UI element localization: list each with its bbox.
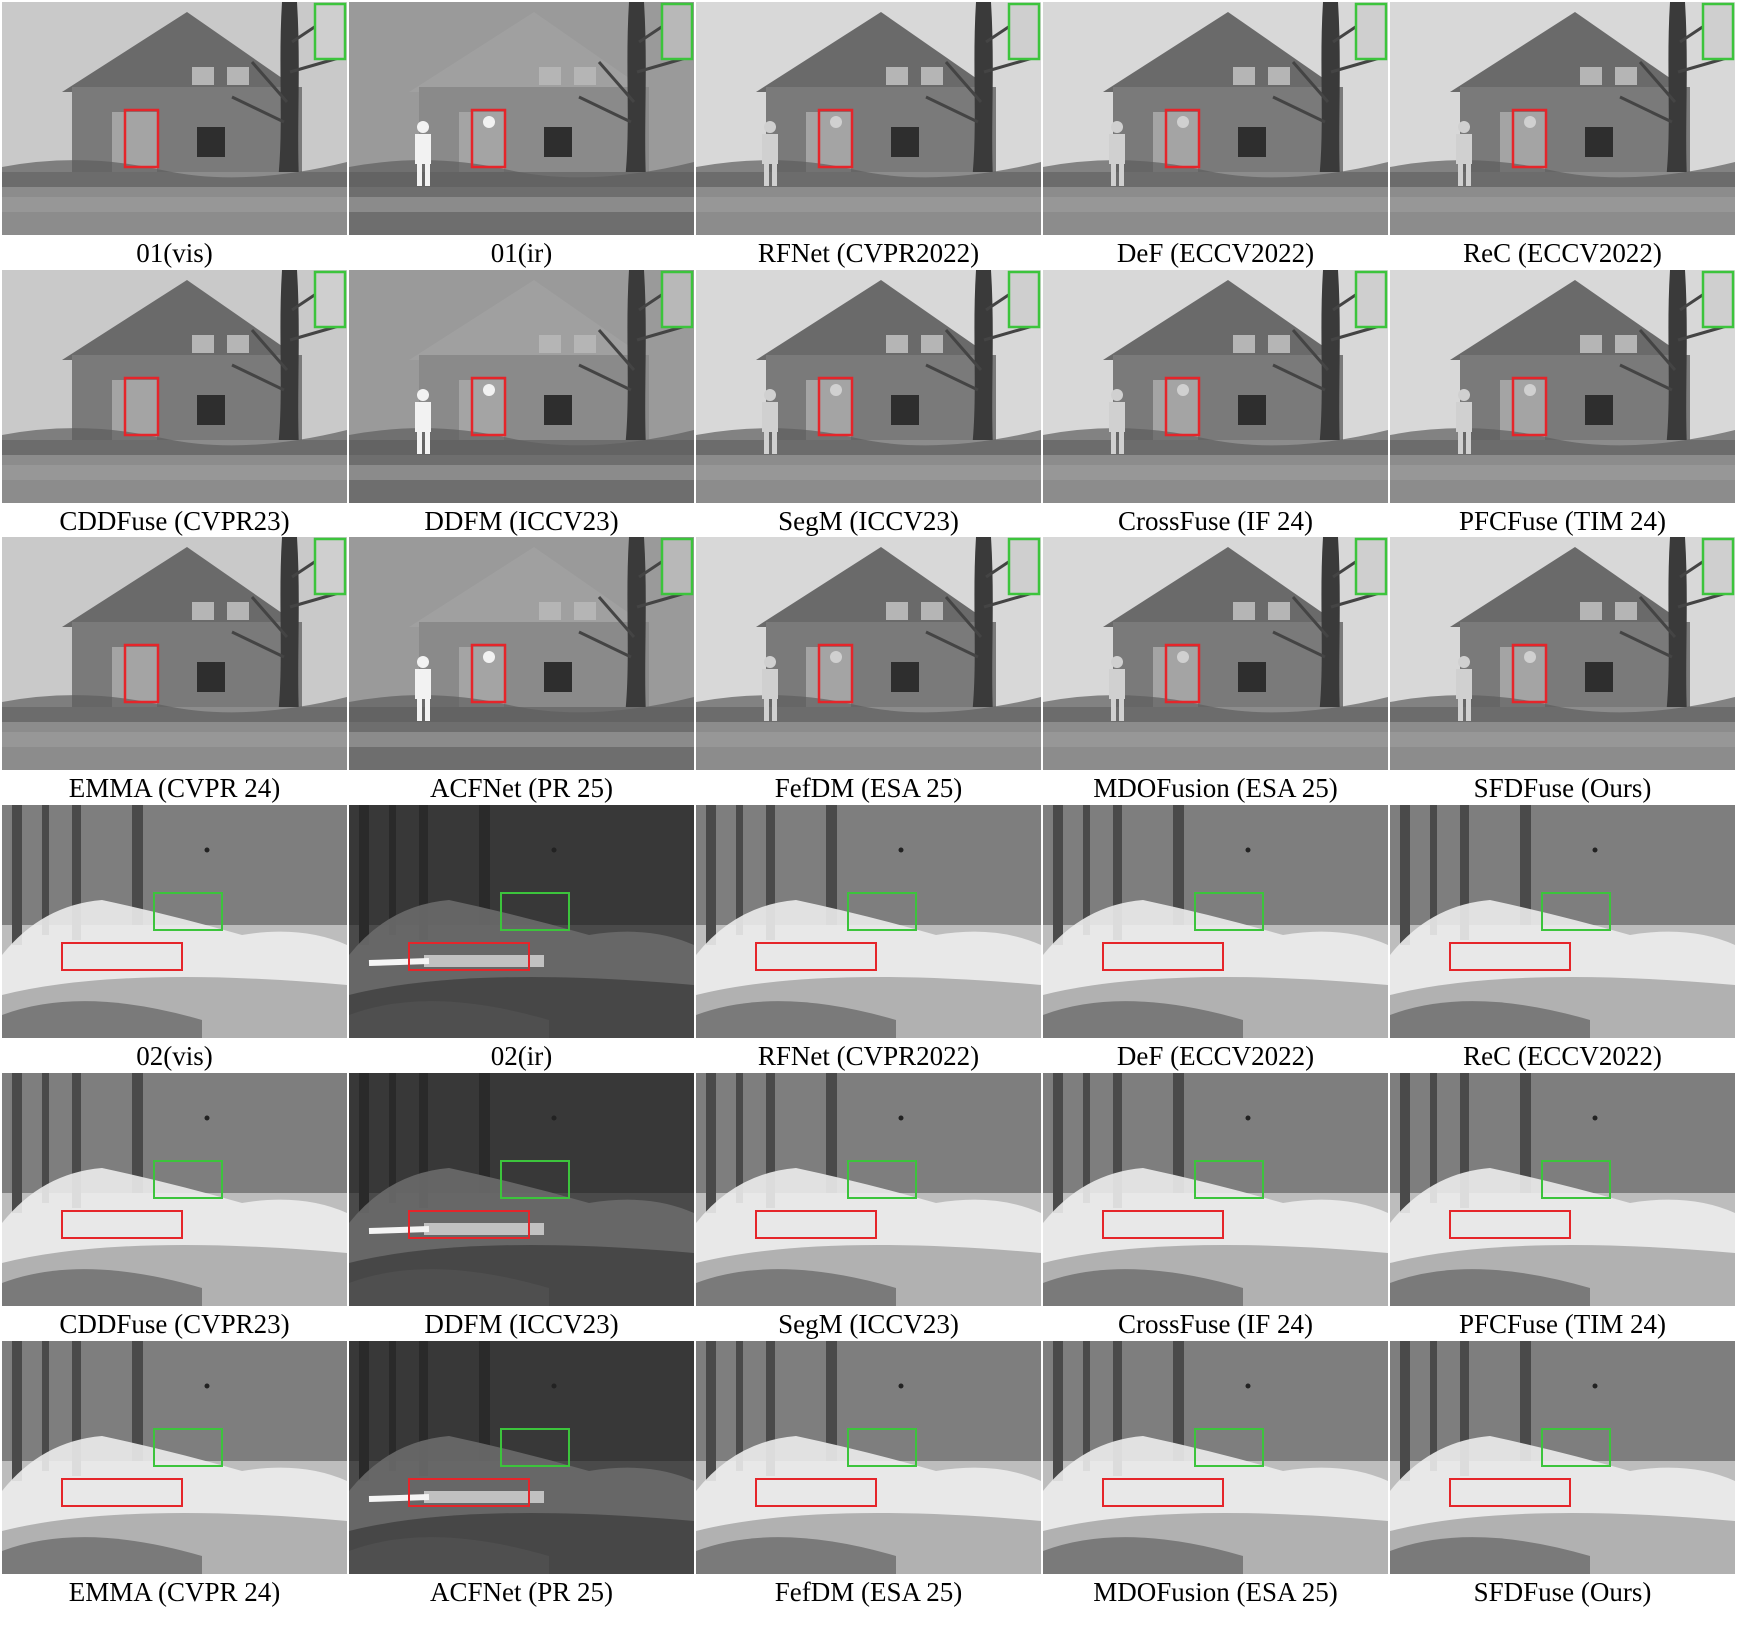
- house-scene-image: [349, 270, 694, 503]
- smoke-scene-image: [1043, 1341, 1388, 1574]
- smoke-scene-image: [349, 1341, 694, 1574]
- smoke-scene-image: [1390, 1341, 1735, 1574]
- image-caption: DDFM (ICCV23): [424, 1309, 619, 1339]
- image-caption: RFNet (CVPR2022): [757, 1041, 980, 1071]
- image-caption: SFDFuse (Ours): [1473, 773, 1652, 803]
- smoke-scene-image: [2, 1341, 347, 1574]
- image-caption: DeF (ECCV2022): [1116, 1041, 1315, 1071]
- smoke-scene-image: [1043, 1073, 1388, 1306]
- smoke-scene-image: [1390, 805, 1735, 1038]
- image-caption: SegM (ICCV23): [778, 1309, 959, 1339]
- smoke-scene-image: [349, 1073, 694, 1306]
- smoke-scene-image: [1390, 1073, 1735, 1306]
- image-caption: 01(vis): [136, 238, 213, 268]
- smoke-scene-image: [696, 1073, 1041, 1306]
- smoke-scene-image: [696, 1341, 1041, 1574]
- image-caption: SegM (ICCV23): [778, 506, 959, 536]
- image-caption: MDOFusion (ESA 25): [1093, 1577, 1338, 1607]
- image-caption: FefDM (ESA 25): [774, 773, 963, 803]
- image-caption: EMMA (CVPR 24): [68, 1577, 281, 1607]
- house-scene-image: [696, 270, 1041, 503]
- image-caption: ACFNet (PR 25): [429, 773, 613, 803]
- house-scene-image: [1043, 2, 1388, 235]
- house-scene-image: [1043, 537, 1388, 770]
- house-scene-image: [696, 537, 1041, 770]
- image-caption: CrossFuse (IF 24): [1117, 1309, 1313, 1339]
- image-caption: FefDM (ESA 25): [774, 1577, 963, 1607]
- house-scene-image: [1390, 2, 1735, 235]
- image-caption: MDOFusion (ESA 25): [1093, 773, 1338, 803]
- house-scene-image: [2, 537, 347, 770]
- smoke-scene-image: [2, 1073, 347, 1306]
- image-caption: PFCFuse (TIM 24): [1458, 506, 1667, 536]
- house-scene-image: [1390, 270, 1735, 503]
- house-scene-image: [1043, 270, 1388, 503]
- smoke-scene-image: [696, 805, 1041, 1038]
- image-caption: EMMA (CVPR 24): [68, 773, 281, 803]
- image-caption: ReC (ECCV2022): [1463, 238, 1662, 268]
- house-scene-image: [1390, 537, 1735, 770]
- image-caption: ACFNet (PR 25): [429, 1577, 613, 1607]
- image-caption: 02(ir): [490, 1041, 553, 1071]
- image-caption: DeF (ECCV2022): [1116, 238, 1315, 268]
- image-caption: CrossFuse (IF 24): [1117, 506, 1313, 536]
- image-caption: CDDFuse (CVPR23): [59, 1309, 290, 1339]
- image-caption: PFCFuse (TIM 24): [1458, 1309, 1667, 1339]
- image-caption: CDDFuse (CVPR23): [59, 506, 290, 536]
- smoke-scene-image: [1043, 805, 1388, 1038]
- house-scene-image: [349, 537, 694, 770]
- house-scene-image: [2, 2, 347, 235]
- image-caption: 01(ir): [490, 238, 553, 268]
- image-caption: SFDFuse (Ours): [1473, 1577, 1652, 1607]
- house-scene-image: [696, 2, 1041, 235]
- image-caption: ReC (ECCV2022): [1463, 1041, 1662, 1071]
- smoke-scene-image: [2, 805, 347, 1038]
- image-caption: DDFM (ICCV23): [424, 506, 619, 536]
- image-caption: 02(vis): [136, 1041, 213, 1071]
- house-scene-image: [2, 270, 347, 503]
- image-caption: RFNet (CVPR2022): [757, 238, 980, 268]
- house-scene-image: [349, 2, 694, 235]
- smoke-scene-image: [349, 805, 694, 1038]
